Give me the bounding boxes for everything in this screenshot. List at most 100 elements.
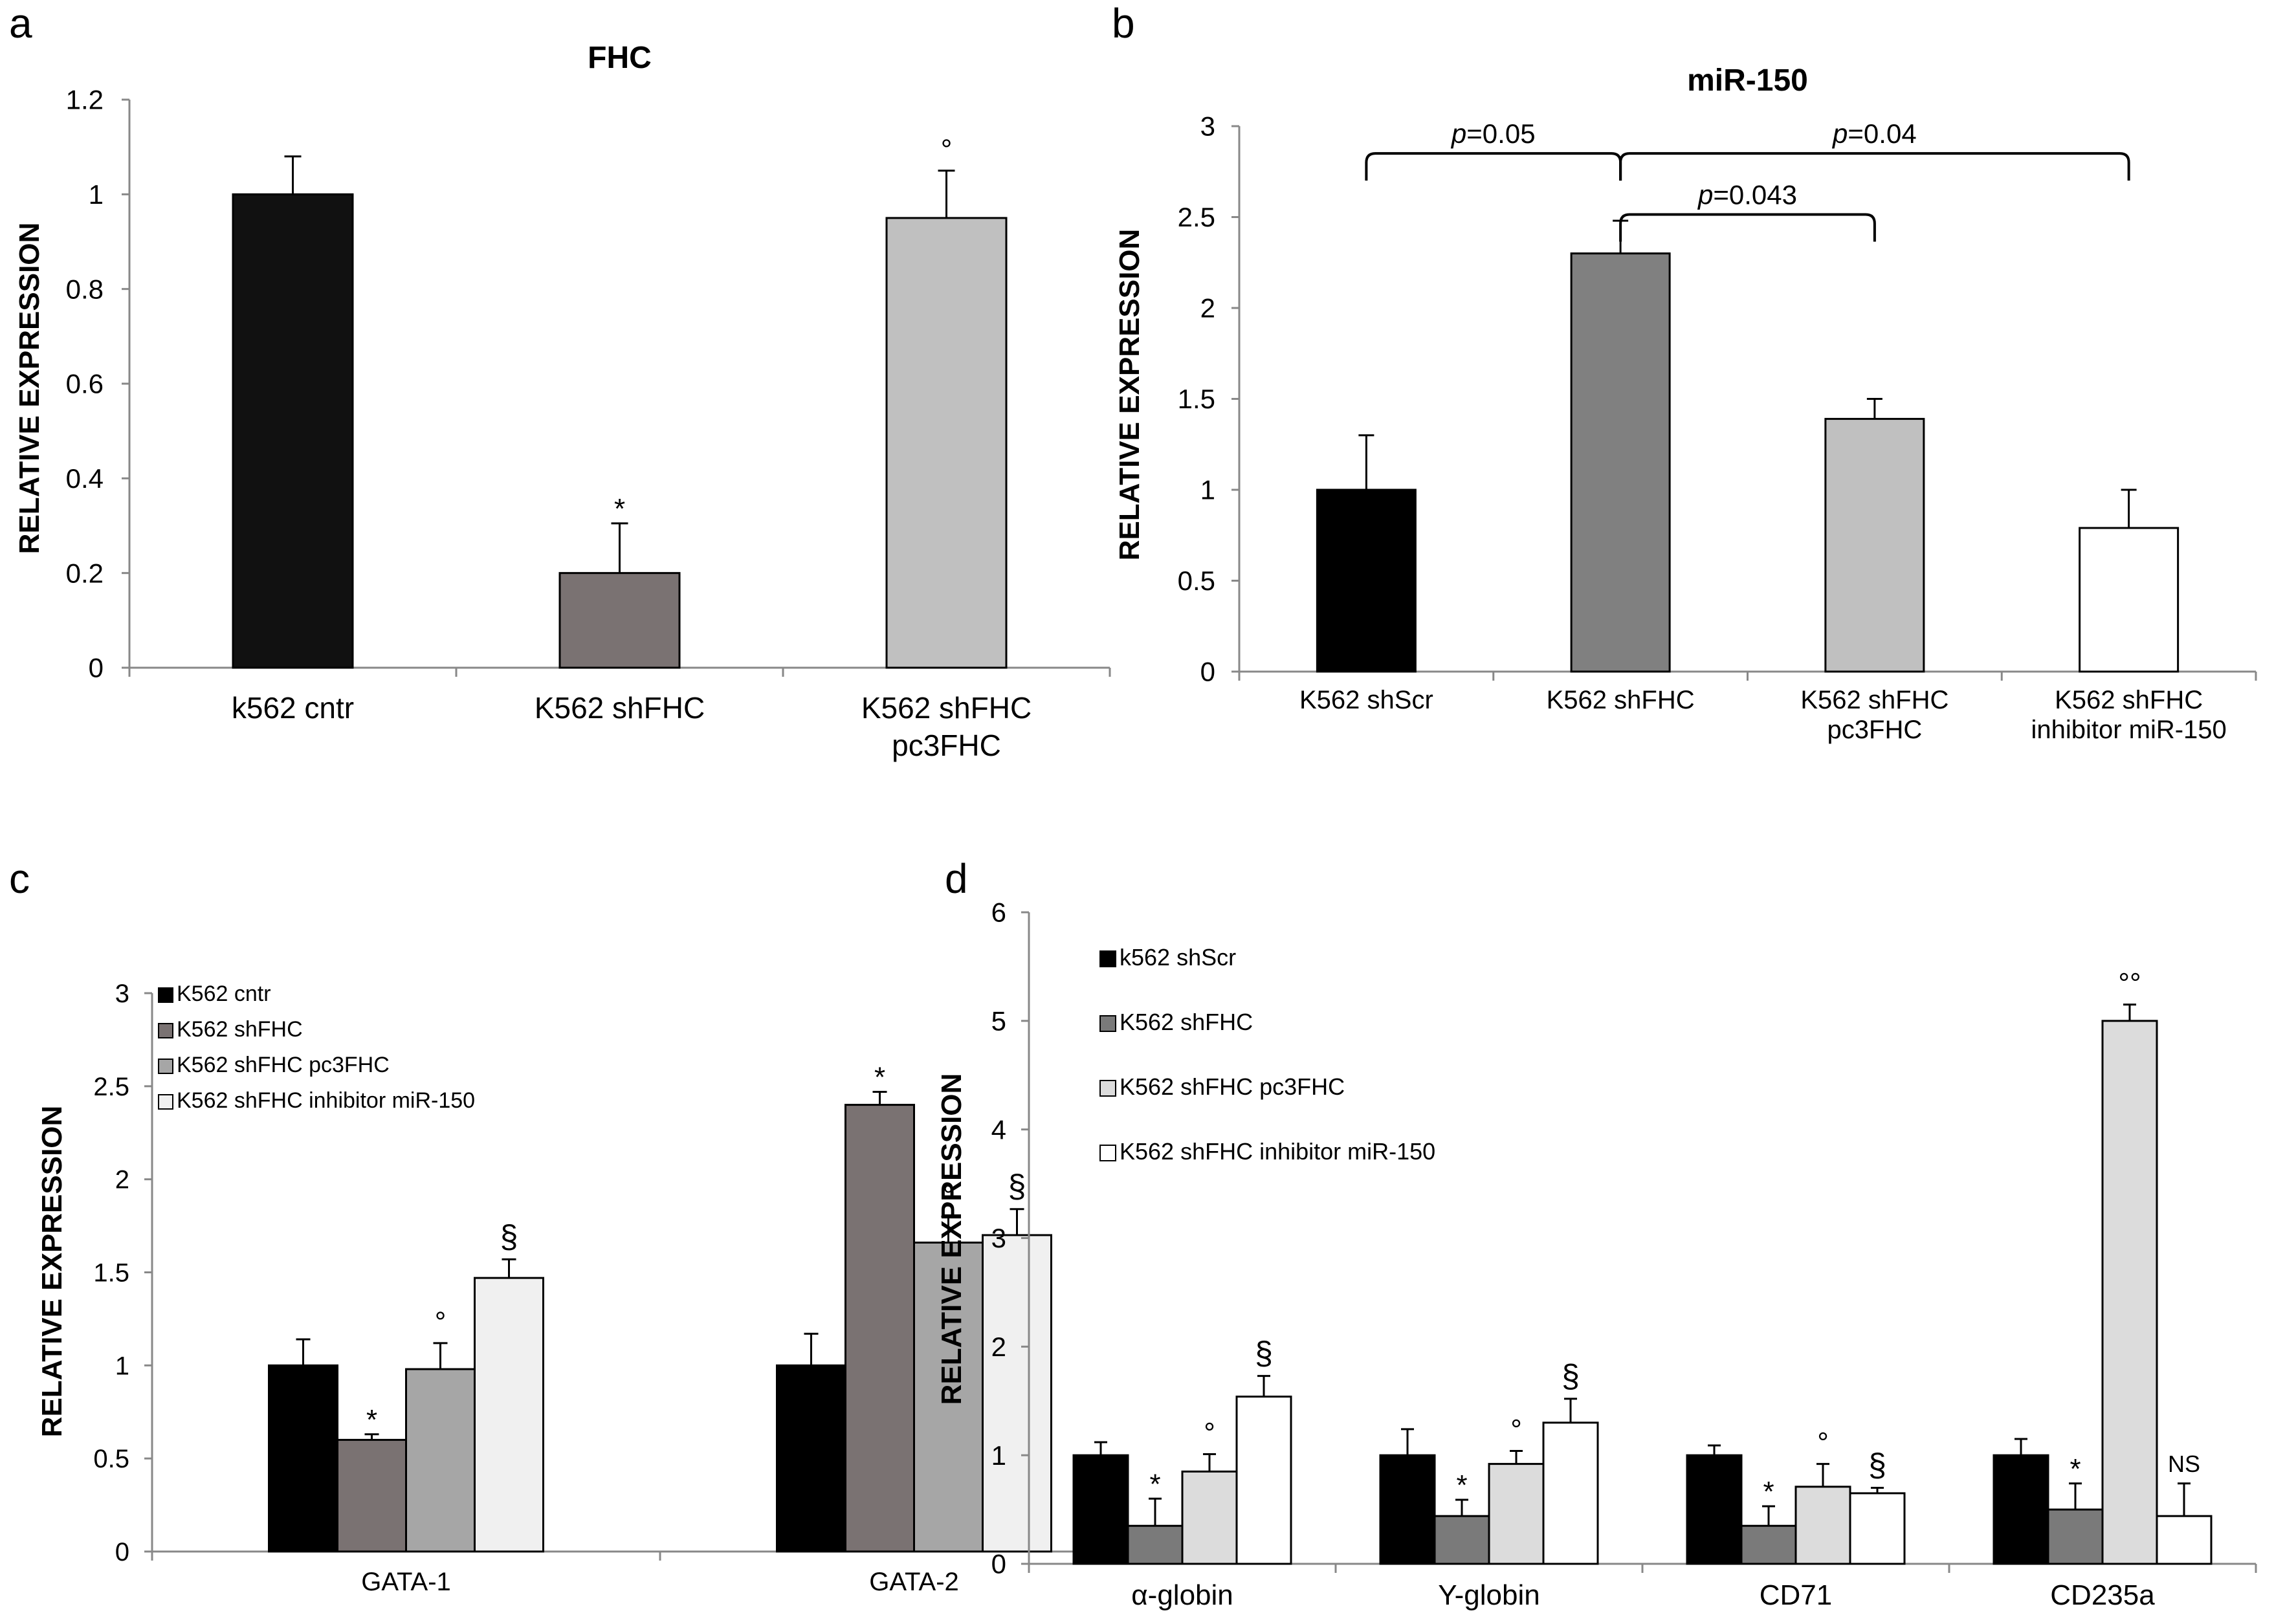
- x-tick-label: GATA-2: [869, 1568, 959, 1596]
- y-tick-label: 0: [115, 1538, 129, 1566]
- y-tick-label: 1: [1200, 475, 1215, 505]
- x-tick-label: pc3FHC: [1827, 716, 1923, 744]
- y-tick-label: 1.5: [1178, 384, 1215, 414]
- y-tick-label: 2.5: [1178, 202, 1215, 232]
- bar-1: [558, 572, 681, 669]
- bar-0-3: [1992, 1454, 2049, 1565]
- y-tick-label: 1.2: [66, 85, 104, 115]
- bar-0-0: [1072, 1454, 1129, 1565]
- y-tick-label: 5: [991, 1006, 1006, 1037]
- y-tick-label: 0.8: [66, 274, 104, 304]
- significance-marker: *: [874, 1061, 885, 1093]
- legend-label: K562 shFHC: [177, 1017, 303, 1042]
- legend-label: K562 cntr: [177, 982, 271, 1006]
- legend-label: K562 shFHC inhibitor miR-150: [177, 1088, 475, 1113]
- p-value-label: p=0.043: [1697, 179, 1797, 210]
- x-tick-label: K562 shFHC: [861, 691, 1032, 725]
- bar-3-3: [2156, 1515, 2213, 1565]
- legend-swatch: [158, 1023, 173, 1038]
- panel-d: d RELATIVE EXPRESSION 0 1 2 3 4 5 6 α-globin Y-glo…: [936, 855, 2257, 1611]
- y-tick-label: 0: [1200, 657, 1215, 687]
- legend: k562 shScr K562 shFHC K562 shFHC pc3FHC K56…: [1099, 944, 1435, 1165]
- y-tick-label: 3: [991, 1223, 1006, 1253]
- y-axis-label: RELATIVE EXPRESSION: [1114, 229, 1145, 561]
- x-tick-label: GATA-1: [361, 1568, 451, 1596]
- x-tick-label: K562 shFHC: [1547, 686, 1695, 714]
- legend-swatch: [1099, 1145, 1116, 1161]
- y-tick-label: 0.4: [66, 463, 104, 494]
- bar-3-1: [1542, 1421, 1599, 1565]
- significance-marker: °: [943, 1180, 955, 1211]
- panel-label: a: [9, 0, 32, 47]
- y-tick-label: 6: [991, 897, 1006, 928]
- y-tick-label: 4: [991, 1114, 1006, 1145]
- y-axis-label: RELATIVE EXPRESSION: [936, 1073, 967, 1405]
- significance-marker: *: [614, 493, 625, 525]
- significance-marker: °: [435, 1306, 447, 1338]
- significance-marker: °: [1817, 1427, 1829, 1459]
- bar-0-1: [776, 1364, 846, 1553]
- bar-3-0: [1235, 1396, 1292, 1565]
- y-tick-label: 2.5: [93, 1073, 129, 1101]
- bar-2-0: [405, 1368, 476, 1553]
- x-tick-label: Y-globin: [1438, 1579, 1540, 1611]
- x-tick-label: pc3FHC: [892, 729, 1001, 762]
- significance-marker: §: [500, 1218, 518, 1255]
- significance-marker: *: [1763, 1476, 1774, 1508]
- x-tick-label: inhibitor miR-150: [2031, 716, 2226, 744]
- bar-0-2: [1686, 1454, 1743, 1565]
- bar-2: [885, 217, 1008, 669]
- y-axis-label: RELATIVE EXPRESSION: [14, 223, 45, 554]
- x-tick-label: k562 cntr: [232, 691, 354, 725]
- p-value-bracket: [1619, 213, 1876, 242]
- bar-3-1: [982, 1234, 1052, 1553]
- bar-1-1: [844, 1104, 915, 1553]
- x-tick-label: K562 shFHC: [1800, 686, 1948, 714]
- x-tick-label: K562 shFHC: [535, 691, 705, 725]
- bar-0: [1316, 488, 1417, 673]
- bar-1-0: [1127, 1524, 1184, 1565]
- bar-0-0: [268, 1364, 338, 1553]
- p-value-bracket: [1365, 152, 1622, 181]
- legend-label: K562 shFHC inhibitor miR-150: [1120, 1138, 1435, 1165]
- bar-1-1: [1433, 1515, 1490, 1565]
- x-tick-label: CD71: [1760, 1579, 1833, 1611]
- y-tick-label: 0: [991, 1549, 1006, 1579]
- x-tick-label: CD235a: [2050, 1579, 2155, 1611]
- significance-marker: NS: [2168, 1451, 2200, 1477]
- chart-title: FHC: [588, 41, 652, 75]
- significance-marker: *: [2070, 1453, 2081, 1485]
- bar-0: [232, 193, 354, 669]
- panel-label: d: [945, 855, 968, 902]
- significance-marker: *: [1456, 1469, 1467, 1501]
- y-tick-label: 0.5: [93, 1445, 129, 1473]
- y-tick-label: 0.6: [66, 369, 104, 399]
- legend: K562 cntr K562 shFHC K562 shFHC pc3FHC K562…: [158, 982, 475, 1113]
- bar-3-2: [1849, 1492, 1906, 1565]
- y-tick-label: 1: [991, 1440, 1006, 1471]
- y-tick-label: 2: [115, 1166, 129, 1194]
- y-tick-label: 2: [1200, 293, 1215, 324]
- bar-1-3: [2047, 1508, 2104, 1565]
- panel-c: c RELATIVE EXPRESSION 0 0.5 1 1.5 2 2.5 3 GATA-1 G…: [9, 855, 1169, 1596]
- legend-label: K562 shFHC pc3FHC: [1120, 1073, 1345, 1100]
- bar-2-1: [913, 1241, 984, 1553]
- y-tick-label: 3: [1200, 111, 1215, 142]
- y-tick-label: 0.5: [1178, 565, 1215, 596]
- panel-b: b miR-150 RELATIVE EXPRESSION 0 0.5 1 1.5 2 2.5 3…: [1112, 0, 2257, 744]
- significance-marker: °: [1510, 1414, 1522, 1445]
- bar-3: [2079, 527, 2180, 673]
- legend-label: k562 shScr: [1120, 944, 1236, 971]
- panel-a: a FHC RELATIVE EXPRESSION 0 0.2 0.4 0.6 0.8 1 1.2…: [9, 0, 1111, 762]
- y-tick-label: 3: [115, 980, 129, 1008]
- bar-2-0: [1181, 1470, 1238, 1565]
- legend-swatch: [158, 1094, 173, 1110]
- legend-swatch: [1099, 950, 1116, 967]
- p-value-label: p=0.04: [1831, 118, 1917, 149]
- bar-2: [1824, 417, 1925, 673]
- p-value-bracket: [1619, 152, 2130, 181]
- significance-marker: °: [941, 134, 953, 166]
- y-tick-label: 2: [991, 1332, 1006, 1362]
- x-tick-label: α-globin: [1131, 1579, 1233, 1611]
